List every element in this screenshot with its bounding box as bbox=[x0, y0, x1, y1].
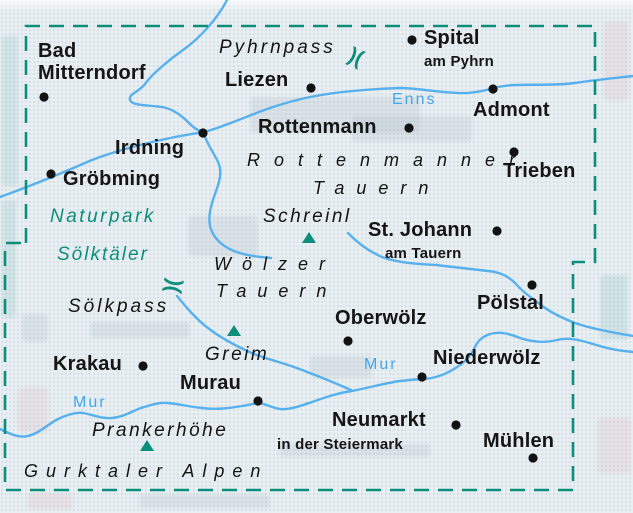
river-mur bbox=[0, 331, 633, 438]
pass-label-pyhrnpass: Pyhrnpass bbox=[219, 37, 336, 58]
town-dot-st-johann-am-tauern bbox=[492, 226, 502, 236]
town-label-muehlen: Mühlen bbox=[483, 430, 554, 452]
town-name: Admont bbox=[473, 99, 550, 121]
town-name: Niederwölz bbox=[433, 347, 541, 369]
town-name: Mitterndorf bbox=[38, 62, 146, 84]
pass-label-soelkpass: Sölkpass bbox=[68, 296, 170, 317]
town-name: Pölstal bbox=[477, 292, 544, 314]
town-label-groebming: Gröbming bbox=[63, 168, 160, 190]
peak-triangle-icon bbox=[140, 440, 154, 451]
mur-label-east: Mur bbox=[364, 356, 398, 373]
town-name: Krakau bbox=[53, 353, 123, 375]
region-label-naturpark-soelktaeler: Sölktäler bbox=[57, 244, 149, 265]
town-label-poelstal: Pölstal bbox=[477, 292, 544, 314]
town-label-spital-am-pyhrn: Spital bbox=[424, 27, 480, 49]
town-name: Irdning bbox=[115, 137, 185, 159]
town-label-bad-mitterndorf: Bad Mitterndorf bbox=[38, 40, 146, 84]
town-name: Oberwölz bbox=[335, 307, 427, 329]
town-dot-liezen bbox=[306, 83, 316, 93]
town-label-irdning: Irdning bbox=[115, 137, 184, 159]
town-dots bbox=[39, 35, 538, 463]
peak-label-prankerhoehe: Prankerhöhe bbox=[92, 420, 229, 441]
peak-triangle-icon bbox=[227, 325, 241, 336]
town-dot-krakau bbox=[138, 361, 148, 371]
town-sublabel-spital-am-pyhrn: am Pyhrn bbox=[424, 53, 494, 70]
town-name: Neumarkt bbox=[332, 409, 426, 431]
town-label-trieben: Trieben bbox=[503, 160, 576, 182]
range-label-rottenmanner-tauern: Tauern bbox=[313, 178, 441, 198]
town-dot-rottenmann bbox=[404, 123, 414, 133]
town-label-oberwoelz: Oberwölz bbox=[335, 307, 427, 329]
range-label-woelzer-tauern: Tauern bbox=[216, 281, 338, 301]
river-poels-river bbox=[346, 231, 633, 338]
town-dot-irdning bbox=[198, 128, 208, 138]
town-label-liezen: Liezen bbox=[225, 69, 288, 91]
town-dot-bad-mitterndorf bbox=[39, 92, 49, 102]
town-name: Mühlen bbox=[483, 430, 555, 452]
town-name: Spital bbox=[424, 27, 480, 49]
river-soelk-stream bbox=[175, 294, 353, 392]
town-name: Liezen bbox=[225, 69, 289, 91]
range-label-rottenmanner-tauern: Rottenmanner bbox=[247, 150, 530, 170]
river-irdning-stream bbox=[202, 132, 273, 260]
town-dot-murau bbox=[253, 396, 263, 406]
town-label-st-johann-am-tauern: St. Johann bbox=[368, 219, 472, 241]
town-dot-neumarkt-in-der-steiermark bbox=[451, 420, 461, 430]
town-name: Rottenmann bbox=[258, 116, 377, 138]
range-label-gurktaler-alpen: Gurktaler Alpen bbox=[24, 461, 269, 481]
town-name: Trieben bbox=[503, 160, 576, 182]
town-dot-groebming bbox=[46, 169, 56, 179]
town-dot-trieben bbox=[509, 147, 519, 157]
peak-label-schreinl: Schreinl bbox=[263, 206, 352, 227]
town-label-niederwoelz: Niederwölz bbox=[433, 347, 541, 369]
town-dot-admont bbox=[488, 84, 498, 94]
town-sublabel-neumarkt-in-der-steiermark: in der Steiermark bbox=[277, 436, 403, 453]
range-label-woelzer-tauern: Wölzer bbox=[214, 254, 337, 274]
enns-label: Enns bbox=[392, 91, 437, 108]
town-label-admont: Admont bbox=[473, 99, 550, 121]
river-pyhrn-stream bbox=[128, 0, 229, 134]
town-label-neumarkt-in-der-steiermark: Neumarkt bbox=[332, 409, 426, 431]
town-dot-poelstal bbox=[527, 280, 537, 290]
region-label-naturpark-soelktaeler: Naturpark bbox=[50, 206, 156, 227]
town-name: St. Johann bbox=[368, 219, 473, 241]
town-dot-spital-am-pyhrn bbox=[407, 35, 417, 45]
town-label-murau: Murau bbox=[180, 372, 241, 394]
map-coverage-boundary bbox=[3, 24, 597, 492]
town-sublabel-st-johann-am-tauern: am Tauern bbox=[385, 245, 462, 262]
town-name: Murau bbox=[180, 372, 241, 394]
scan-light-strip bbox=[0, 0, 633, 11]
town-label-krakau: Krakau bbox=[53, 353, 122, 375]
town-name: Bad bbox=[38, 40, 77, 62]
town-dot-niederwoelz bbox=[417, 372, 427, 382]
town-name: Gröbming bbox=[63, 168, 161, 190]
peak-triangles bbox=[140, 232, 316, 451]
town-label-rottenmann: Rottenmann bbox=[258, 116, 377, 138]
rivers bbox=[0, 0, 633, 438]
town-dot-oberwoelz bbox=[343, 336, 353, 346]
peak-label-greim: Greim bbox=[205, 344, 270, 365]
peak-triangle-icon bbox=[302, 232, 316, 243]
town-dot-muehlen bbox=[528, 453, 538, 463]
mur-label-west: Mur bbox=[73, 394, 107, 411]
river-enns bbox=[0, 74, 633, 199]
